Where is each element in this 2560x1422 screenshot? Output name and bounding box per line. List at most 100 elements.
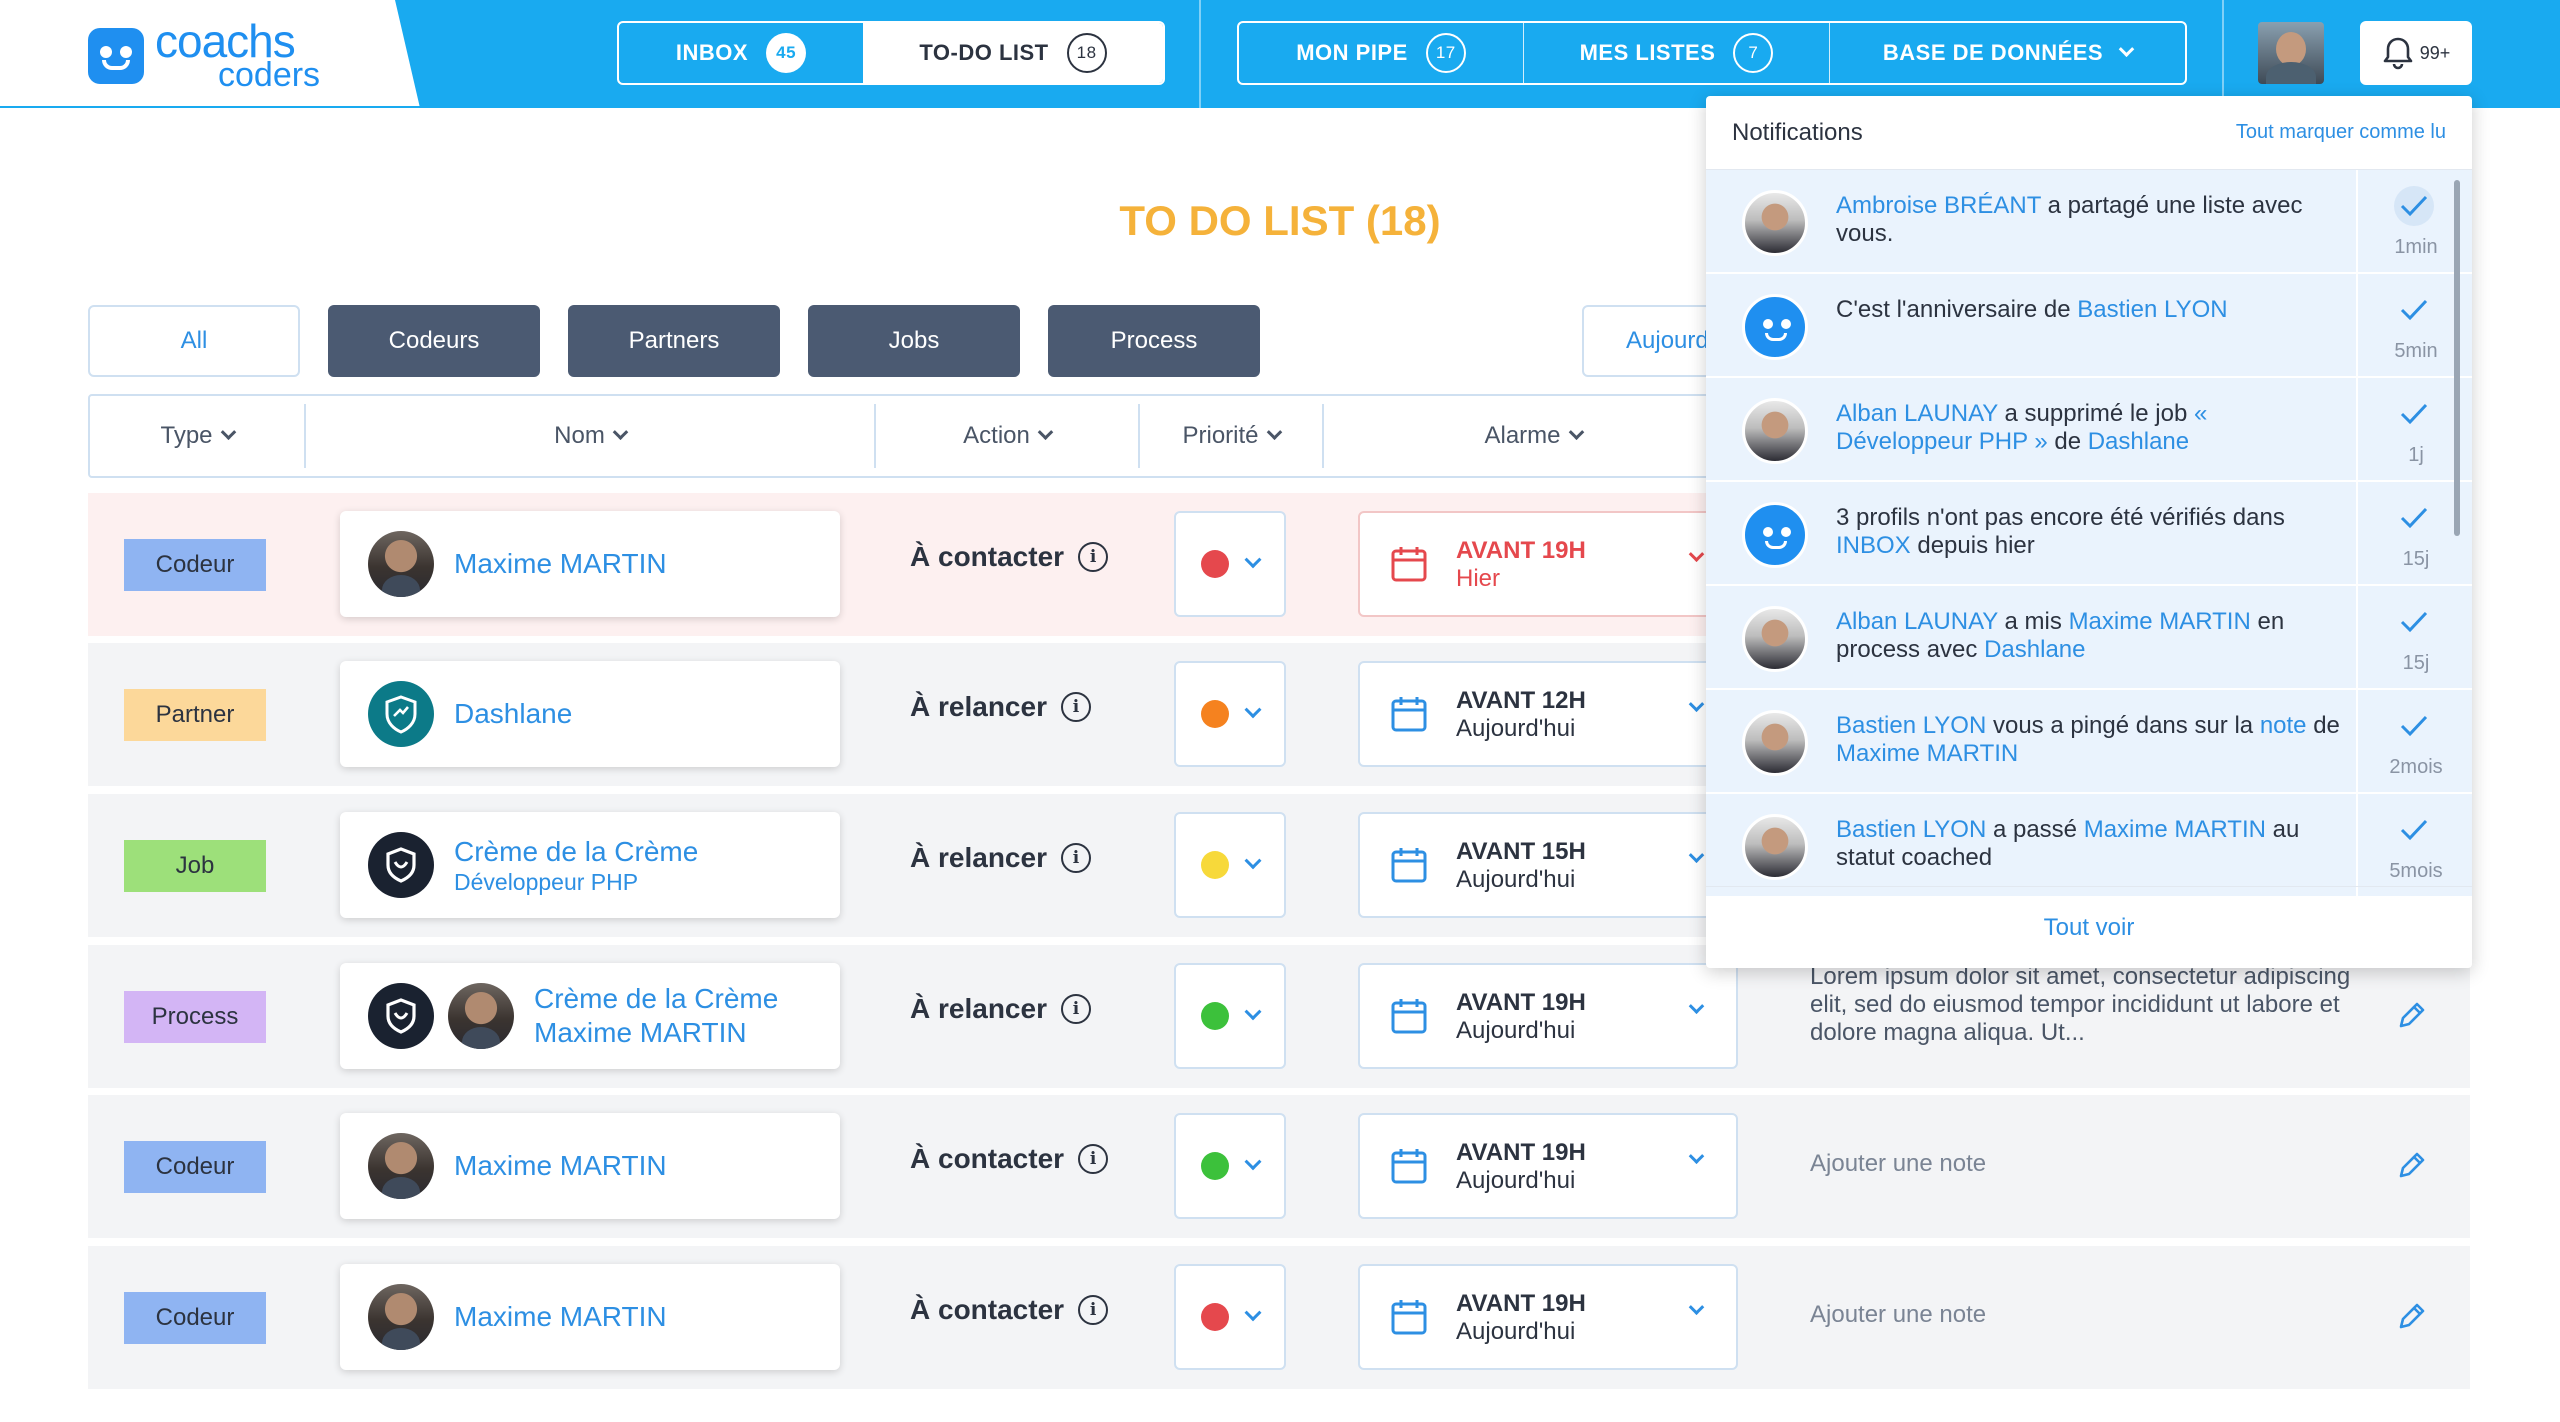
notification-text-part[interactable]: Dashlane <box>1984 636 2086 663</box>
filter-all[interactable]: All <box>88 305 300 377</box>
notification-text-part[interactable]: Dashlane <box>2087 428 2190 455</box>
column-type[interactable]: Type <box>90 396 304 476</box>
notification-item[interactable]: Alban LAUNAY a supprimé le job « Dévelop… <box>1706 378 2472 482</box>
notification-text-part[interactable]: Maxime MARTIN <box>1836 740 2019 767</box>
column-alarm[interactable]: Alarme <box>1322 404 1742 468</box>
notification-text-part: a partagé une liste avec vous. <box>1836 192 2303 247</box>
priority-select[interactable] <box>1174 1113 1286 1219</box>
edit-pencil-icon[interactable] <box>2394 1147 2430 1183</box>
alarm-select[interactable]: AVANT 19H Hier <box>1358 511 1738 617</box>
notifications-button[interactable]: 99+ <box>2360 21 2472 85</box>
priority-select[interactable] <box>1174 661 1286 767</box>
priority-select[interactable] <box>1174 963 1286 1069</box>
column-name[interactable]: Nom <box>304 404 874 468</box>
name-card[interactable]: Maxime MARTIN <box>340 1264 840 1370</box>
tab-inbox[interactable]: INBOX 45 <box>619 23 863 83</box>
notification-text-part: vous a pingé dans sur la <box>1986 712 2260 739</box>
notification-time: 5min <box>2394 340 2438 362</box>
edit-pencil-icon[interactable] <box>2394 1298 2430 1334</box>
priority-select[interactable] <box>1174 511 1286 617</box>
user-avatar[interactable] <box>2258 22 2324 84</box>
tab-todo-list[interactable]: TO-DO LIST 18 <box>863 23 1163 83</box>
notification-text-part: au statut coached <box>1836 816 2300 871</box>
notification-text-part[interactable]: Bastien LYON <box>2077 296 2228 323</box>
ghost-logo-icon[interactable] <box>88 28 144 84</box>
notification-text-part[interactable]: note <box>2259 712 2307 739</box>
notification-item[interactable]: C'est l'anniversaire de Bastien LYON 5min <box>1706 274 2472 378</box>
notification-text-part[interactable]: Alban LAUNAY <box>1836 608 1998 635</box>
notification-text-part[interactable]: Bastien LYON <box>1836 816 1987 843</box>
alarm-day: Aujourd'hui <box>1456 866 1576 893</box>
alarm-day: Aujourd'hui <box>1456 1017 1576 1044</box>
mark-read-control[interactable]: 5min <box>2356 274 2472 376</box>
table-row[interactable]: Codeur Maxime MARTIN À contacter i AVANT 19H… <box>88 1246 2470 1389</box>
info-icon[interactable]: i <box>1078 1144 1109 1174</box>
calendar-icon <box>1391 848 1427 883</box>
alarm-select[interactable]: AVANT 19H Aujourd'hui <box>1358 1113 1738 1219</box>
mark-read-control[interactable]: 15j <box>2356 586 2472 688</box>
column-priority[interactable]: Priorité <box>1138 404 1322 468</box>
info-icon[interactable]: i <box>1060 843 1091 873</box>
filter-process[interactable]: Process <box>1048 305 1260 377</box>
notification-text-part[interactable]: Alban LAUNAY <box>1836 400 1998 427</box>
edit-pencil-icon[interactable] <box>2394 997 2430 1033</box>
avatar <box>448 983 514 1049</box>
notification-text-part[interactable]: « Développeur PHP » <box>1836 400 2208 455</box>
notification-text-part[interactable]: Maxime MARTIN <box>2083 816 2266 843</box>
row-note[interactable]: Ajouter une note <box>1810 1301 1987 1328</box>
priority-select[interactable] <box>1174 1264 1286 1370</box>
chevron-down-icon <box>1688 998 1705 1015</box>
name-card[interactable]: Dashlane <box>340 661 840 767</box>
table-header: Type Nom Action Priorité Alarme <box>88 394 1888 478</box>
inbox-count-badge: 45 <box>766 33 807 73</box>
name-card[interactable]: Maxime MARTIN <box>340 511 840 617</box>
mark-read-control[interactable]: 2mois <box>2356 690 2472 792</box>
priority-select[interactable] <box>1174 812 1286 918</box>
tab-base-de-donnees[interactable]: BASE DE DONNÉES <box>1829 23 2185 83</box>
mark-all-read-link[interactable]: Tout marquer comme lu <box>2235 121 2446 143</box>
alarm-select[interactable]: AVANT 19H Aujourd'hui <box>1358 1264 1738 1370</box>
table-row[interactable]: Codeur Maxime MARTIN À contacter i AVANT 19H… <box>88 1095 2470 1238</box>
notification-item[interactable]: Ambroise BRÉANT a partagé une liste avec… <box>1706 170 2472 274</box>
column-type-label: Type <box>160 422 213 449</box>
mark-read-control[interactable]: 5mois <box>2356 794 2472 896</box>
avatar <box>368 1284 434 1350</box>
mark-read-control[interactable]: 1j <box>2356 378 2472 480</box>
notification-item[interactable]: Bastien LYON vous a pingé dans sur la no… <box>1706 690 2472 794</box>
name-card[interactable]: Maxime MARTIN <box>340 1113 840 1219</box>
action-label: À relancer <box>910 993 1047 1024</box>
column-action[interactable]: Action <box>874 404 1138 468</box>
alarm-day: Aujourd'hui <box>1456 715 1576 742</box>
notification-text-part[interactable]: INBOX <box>1836 532 1911 559</box>
notification-item[interactable]: 3 profils n'ont pas encore été vérifiés … <box>1706 482 2472 586</box>
notification-text-part[interactable]: Ambroise BRÉANT <box>1836 192 2041 219</box>
notification-text-part[interactable]: Maxime MARTIN <box>2068 608 2251 635</box>
tab-mes-listes[interactable]: MES LISTES 7 <box>1523 23 1829 83</box>
filter-jobs[interactable]: Jobs <box>808 305 1020 377</box>
mark-read-control[interactable]: 1min <box>2356 170 2472 272</box>
app-ghost-icon <box>1742 502 1808 568</box>
notifications-scrollbar[interactable] <box>2454 180 2460 536</box>
notification-text-part[interactable]: Bastien LYON <box>1836 712 1987 739</box>
alarm-select[interactable]: AVANT 19H Aujourd'hui <box>1358 963 1738 1069</box>
alarm-select[interactable]: AVANT 12H Aujourd'hui <box>1358 661 1738 767</box>
table-row[interactable]: Process Crème de la Crème Maxime MARTIN À r… <box>88 945 2470 1088</box>
info-icon[interactable]: i <box>1078 1295 1109 1325</box>
alarm-select[interactable]: AVANT 15H Aujourd'hui <box>1358 812 1738 918</box>
filter-codeurs[interactable]: Codeurs <box>328 305 540 377</box>
notification-item[interactable]: Bastien LYON a passé Maxime MARTIN au st… <box>1706 794 2472 898</box>
name-card[interactable]: Crème de la Crème Développeur PHP <box>340 812 840 918</box>
info-icon[interactable]: i <box>1060 994 1091 1024</box>
see-all-notifications-link[interactable]: Tout voir <box>1706 886 2472 968</box>
checkmark-icon <box>2394 498 2434 538</box>
notification-item[interactable]: Alban LAUNAY a mis Maxime MARTIN en proc… <box>1706 586 2472 690</box>
name-card[interactable]: Crème de la Crème Maxime MARTIN <box>340 963 840 1069</box>
notification-text: Alban LAUNAY a supprimé le job « Dévelop… <box>1836 400 2346 456</box>
tab-mon-pipe[interactable]: MON PIPE 17 <box>1239 23 1523 83</box>
info-icon[interactable]: i <box>1060 692 1091 722</box>
filter-partners[interactable]: Partners <box>568 305 780 377</box>
row-note[interactable]: Lorem ipsum dolor sit amet, consectetur … <box>1810 963 2351 1046</box>
info-icon[interactable]: i <box>1078 542 1109 572</box>
row-note[interactable]: Ajouter une note <box>1810 1150 1987 1177</box>
mark-read-control[interactable]: 15j <box>2356 482 2472 584</box>
